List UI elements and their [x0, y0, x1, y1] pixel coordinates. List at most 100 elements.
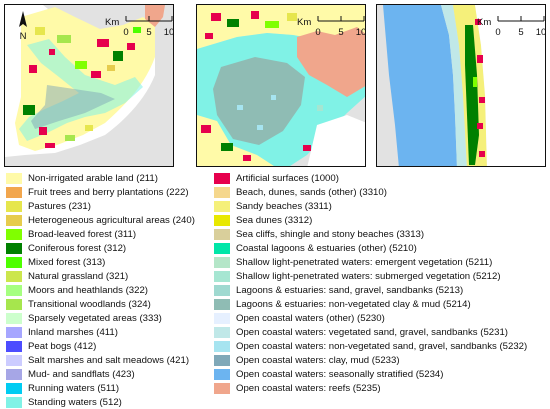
map-panel-2-canvas: Km 0 5 10: [197, 5, 365, 166]
scalebar-tick-5: 5: [518, 27, 523, 38]
sandbank-strip: [441, 5, 467, 166]
legend-label: Sea dunes (3312): [236, 215, 313, 226]
legend-item: Sea cliffs, shingle and stony beaches (3…: [214, 228, 424, 241]
legend-item: Mud- and sandflats (423): [6, 368, 135, 381]
legend-item: Lagoons & estuaries: non-vegetated clay …: [214, 298, 471, 311]
legend-swatch: [6, 313, 22, 324]
legend-item: Open coastal waters: clay, mud (5233): [214, 354, 400, 367]
legend-item: Open coastal waters: vegetated sand, gra…: [214, 326, 508, 339]
legend-label: Lagoons & estuaries: sand, gravel, sandb…: [236, 285, 464, 296]
legend-item: Sea dunes (3312): [214, 214, 312, 227]
legend-label: Open coastal waters: non-vegetated sand,…: [236, 341, 528, 352]
scalebar-tick-10: 10: [164, 27, 174, 38]
legend-label: Open coastal waters: seasonally stratifi…: [236, 369, 444, 380]
north-arrow: N: [19, 11, 27, 42]
legend-label: Inland marshes (411): [28, 327, 118, 338]
legend-item: Artificial surfaces (1000): [214, 172, 339, 185]
land-white: [475, 5, 545, 166]
legend-swatch: [6, 257, 22, 268]
legend-swatch: [6, 243, 22, 254]
legend-item: Standing waters (512): [6, 396, 122, 409]
legend-swatch: [214, 173, 230, 184]
legend-swatch: [214, 229, 230, 240]
legend-label: Non-irrigated arable land (211): [28, 173, 158, 184]
legend-swatch: [214, 201, 230, 212]
legend-swatch: [6, 341, 22, 352]
legend-label: Broad-leaved forest (311): [28, 229, 137, 240]
landcover-patches: [201, 11, 323, 161]
legend-item: Open coastal waters (other) (5230): [214, 312, 385, 325]
legend-item: Open coastal waters: seasonally stratifi…: [214, 368, 443, 381]
legend-label: Shallow light-penetrated waters: submerg…: [236, 271, 501, 282]
legend-swatch: [6, 397, 22, 408]
legend-label: Shallow light-penetrated waters: emergen…: [236, 257, 493, 268]
legend-item: Sparsely vegetated areas (333): [6, 312, 162, 325]
scalebar: Km 0 5 10: [297, 16, 365, 38]
legend-label: Open coastal waters (other) (5230): [236, 313, 385, 324]
legend-swatch: [6, 229, 22, 240]
map-panel-1: N Km 0 5 10: [4, 4, 174, 167]
scalebar-unit: Km: [477, 17, 491, 28]
legend-swatch: [214, 215, 230, 226]
legend-swatch: [6, 327, 22, 338]
legend-item: Salt marshes and salt meadows (421): [6, 354, 189, 367]
legend: Non-irrigated arable land (211) Fruit tr…: [6, 170, 546, 409]
legend-label: Sandy beaches (3311): [236, 201, 332, 212]
legend-swatch: [214, 355, 230, 366]
legend-item: Moors and heathlands (322): [6, 284, 148, 297]
legend-label: Lagoons & estuaries: non-vegetated clay …: [236, 299, 471, 310]
legend-label: Sea cliffs, shingle and stony beaches (3…: [236, 229, 425, 240]
legend-swatch: [214, 341, 230, 352]
legend-label: Artificial surfaces (1000): [236, 173, 339, 184]
legend-swatch: [6, 187, 22, 198]
legend-item: Peat bogs (412): [6, 340, 96, 353]
legend-swatch: [6, 173, 22, 184]
legend-swatch: [214, 327, 230, 338]
map-panel-1-canvas: N Km 0 5 10: [5, 5, 174, 166]
map-panel-2: Km 0 5 10: [196, 4, 366, 167]
scalebar-unit: Km: [105, 17, 119, 28]
legend-item: Non-irrigated arable land (211): [6, 172, 158, 185]
north-label: N: [20, 31, 27, 42]
legend-label: Moors and heathlands (322): [28, 285, 148, 296]
coniferous-strip: [465, 25, 479, 165]
scalebar-tick-0: 0: [123, 27, 128, 38]
scalebar-tick-5: 5: [146, 27, 151, 38]
legend-label: Open coastal waters: reefs (5235): [236, 383, 381, 394]
legend-label: Standing waters (512): [28, 397, 122, 408]
seasonally-stratified-water: [383, 5, 457, 166]
legend-item: Shallow light-penetrated waters: emergen…: [214, 256, 492, 269]
legend-item: Heterogeneous agricultural areas (240): [6, 214, 195, 227]
scalebar: Km 0 5 10: [105, 16, 174, 38]
legend-label: Salt marshes and salt meadows (421): [28, 355, 190, 366]
land-south: [197, 115, 274, 166]
landcover-patches: [23, 27, 141, 148]
lagoon-mud: [213, 57, 305, 145]
legend-item: Running waters (511): [6, 382, 119, 395]
legend-label: Open coastal waters: vegetated sand, gra…: [236, 327, 508, 338]
legend-swatch: [214, 299, 230, 310]
legend-swatch: [214, 383, 230, 394]
legend-label: Heterogeneous agricultural areas (240): [28, 215, 195, 226]
legend-swatch: [6, 355, 22, 366]
legend-item: Coniferous forest (312): [6, 242, 126, 255]
scalebar-tick-10: 10: [536, 27, 546, 38]
legend-swatch: [214, 271, 230, 282]
estuary-mud: [31, 85, 115, 129]
legend-label: Fruit trees and berry plantations (222): [28, 187, 189, 198]
legend-swatch: [6, 215, 22, 226]
legend-item: Fruit trees and berry plantations (222): [6, 186, 189, 199]
legend-label: Natural grassland (321): [28, 271, 129, 282]
land-white: [307, 115, 365, 166]
legend-swatch: [6, 201, 22, 212]
scalebar-unit: Km: [297, 17, 311, 28]
legend-label: Running waters (511): [28, 383, 120, 394]
reef-area: [297, 27, 365, 97]
legend-swatch: [214, 285, 230, 296]
legend-swatch: [214, 243, 230, 254]
legend-label: Transitional woodlands (324): [28, 299, 151, 310]
legend-item: Inland marshes (411): [6, 326, 118, 339]
legend-item: Pastures (231): [6, 200, 91, 213]
legend-item: Beach, dunes, sands (other) (3310): [214, 186, 387, 199]
legend-column-right: Artificial surfaces (1000) Beach, dunes,…: [214, 170, 546, 406]
